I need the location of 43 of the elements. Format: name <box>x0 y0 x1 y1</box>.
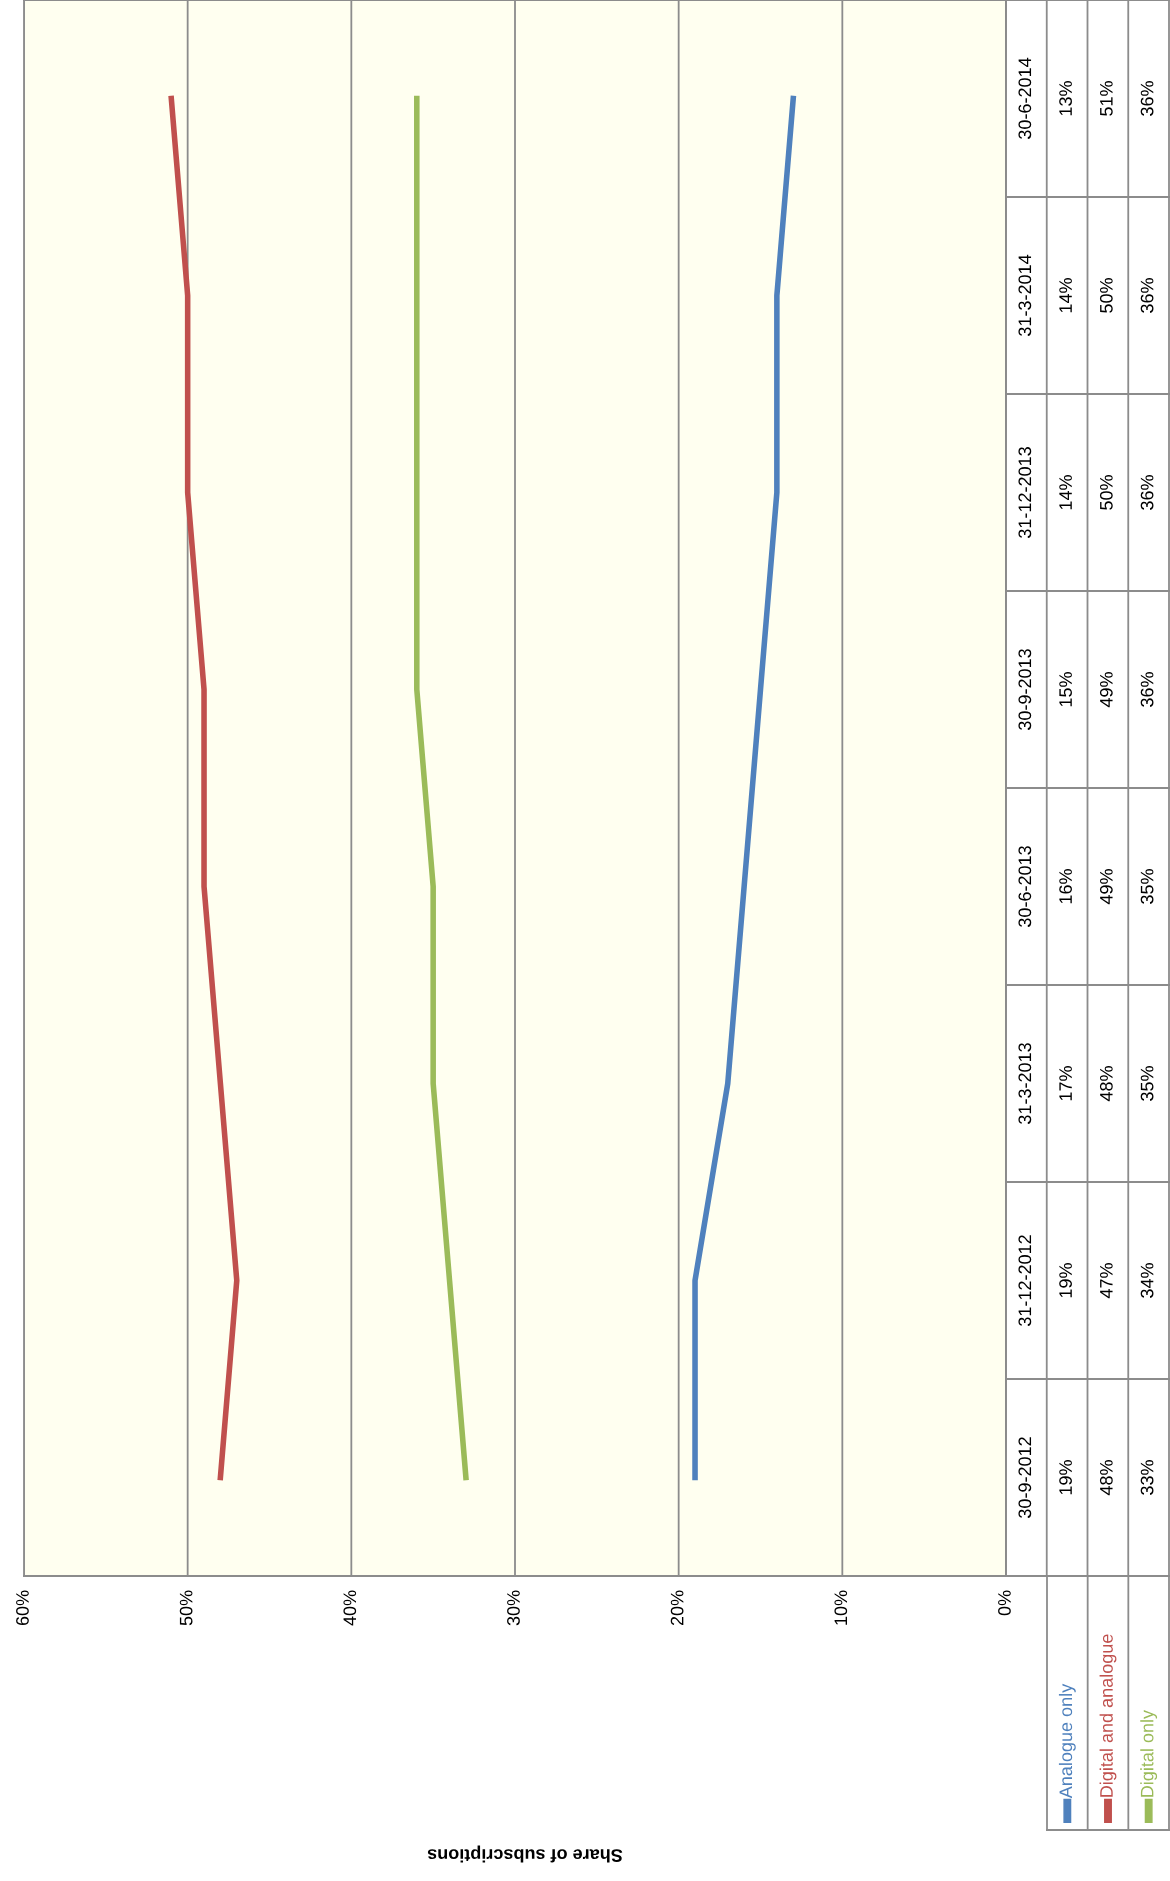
data-label: 48% <box>1099 1066 1113 1102</box>
data-label: 19% <box>1059 1460 1072 1495</box>
data-label: 14% <box>1059 278 1072 313</box>
data-label: 35% <box>1140 869 1154 904</box>
data-label: 35% <box>1140 1066 1154 1101</box>
data-label: 15% <box>1059 672 1072 707</box>
data-label: 51% <box>1100 81 1113 116</box>
x-tick-label: 40% <box>343 1590 357 1626</box>
data-label: 13% <box>1059 81 1072 116</box>
data-label: 34% <box>1140 1263 1154 1298</box>
data-label: 16% <box>1059 869 1072 904</box>
data-label: 17% <box>1059 1066 1072 1101</box>
data-label: 50% <box>1099 278 1113 313</box>
text: Analogue only <box>1058 1683 1076 1799</box>
data-label: 48% <box>1099 1460 1113 1496</box>
data-label: 47% <box>1100 1263 1113 1299</box>
y-tick-label: 31-3-2014 <box>1018 254 1032 336</box>
y-tick-label: 31-12-2013 <box>1018 447 1032 538</box>
x-tick-label: 0% <box>998 1590 1011 1616</box>
data-label: 33% <box>1140 1460 1154 1495</box>
data-label: 36% <box>1140 81 1154 116</box>
data-label: 49% <box>1099 672 1113 708</box>
data-label: 49% <box>1099 869 1113 905</box>
data-label: 36% <box>1140 672 1154 707</box>
data-label: 36% <box>1140 278 1154 313</box>
data-label: 14% <box>1059 475 1072 510</box>
data-label: 50% <box>1099 475 1113 510</box>
y-tick-label: 30-6-2014 <box>1018 57 1032 139</box>
y-tick-label: 30-9-2013 <box>1018 649 1032 730</box>
text: Digital and analogue <box>1099 1634 1117 1797</box>
x-tick-label: 30% <box>507 1590 520 1626</box>
y-tick-label: 30-9-2012 <box>1018 1437 1032 1518</box>
x-tick-label: 60% <box>16 1590 29 1626</box>
y-tick-label: 30-6-2013 <box>1018 846 1032 927</box>
x-tick-label: 20% <box>670 1590 684 1626</box>
y-tick-label: 31-12-2012 <box>1018 1235 1032 1326</box>
data-label: 36% <box>1140 475 1154 510</box>
y-tick-label: 31-3-2013 <box>1018 1043 1032 1124</box>
text: Digital only <box>1140 1709 1158 1797</box>
x-tick-label: 10% <box>834 1590 848 1625</box>
text: Share of subscriptions <box>427 1845 623 1863</box>
data-label: 19% <box>1059 1263 1072 1298</box>
x-tick-label: 50% <box>179 1590 193 1626</box>
